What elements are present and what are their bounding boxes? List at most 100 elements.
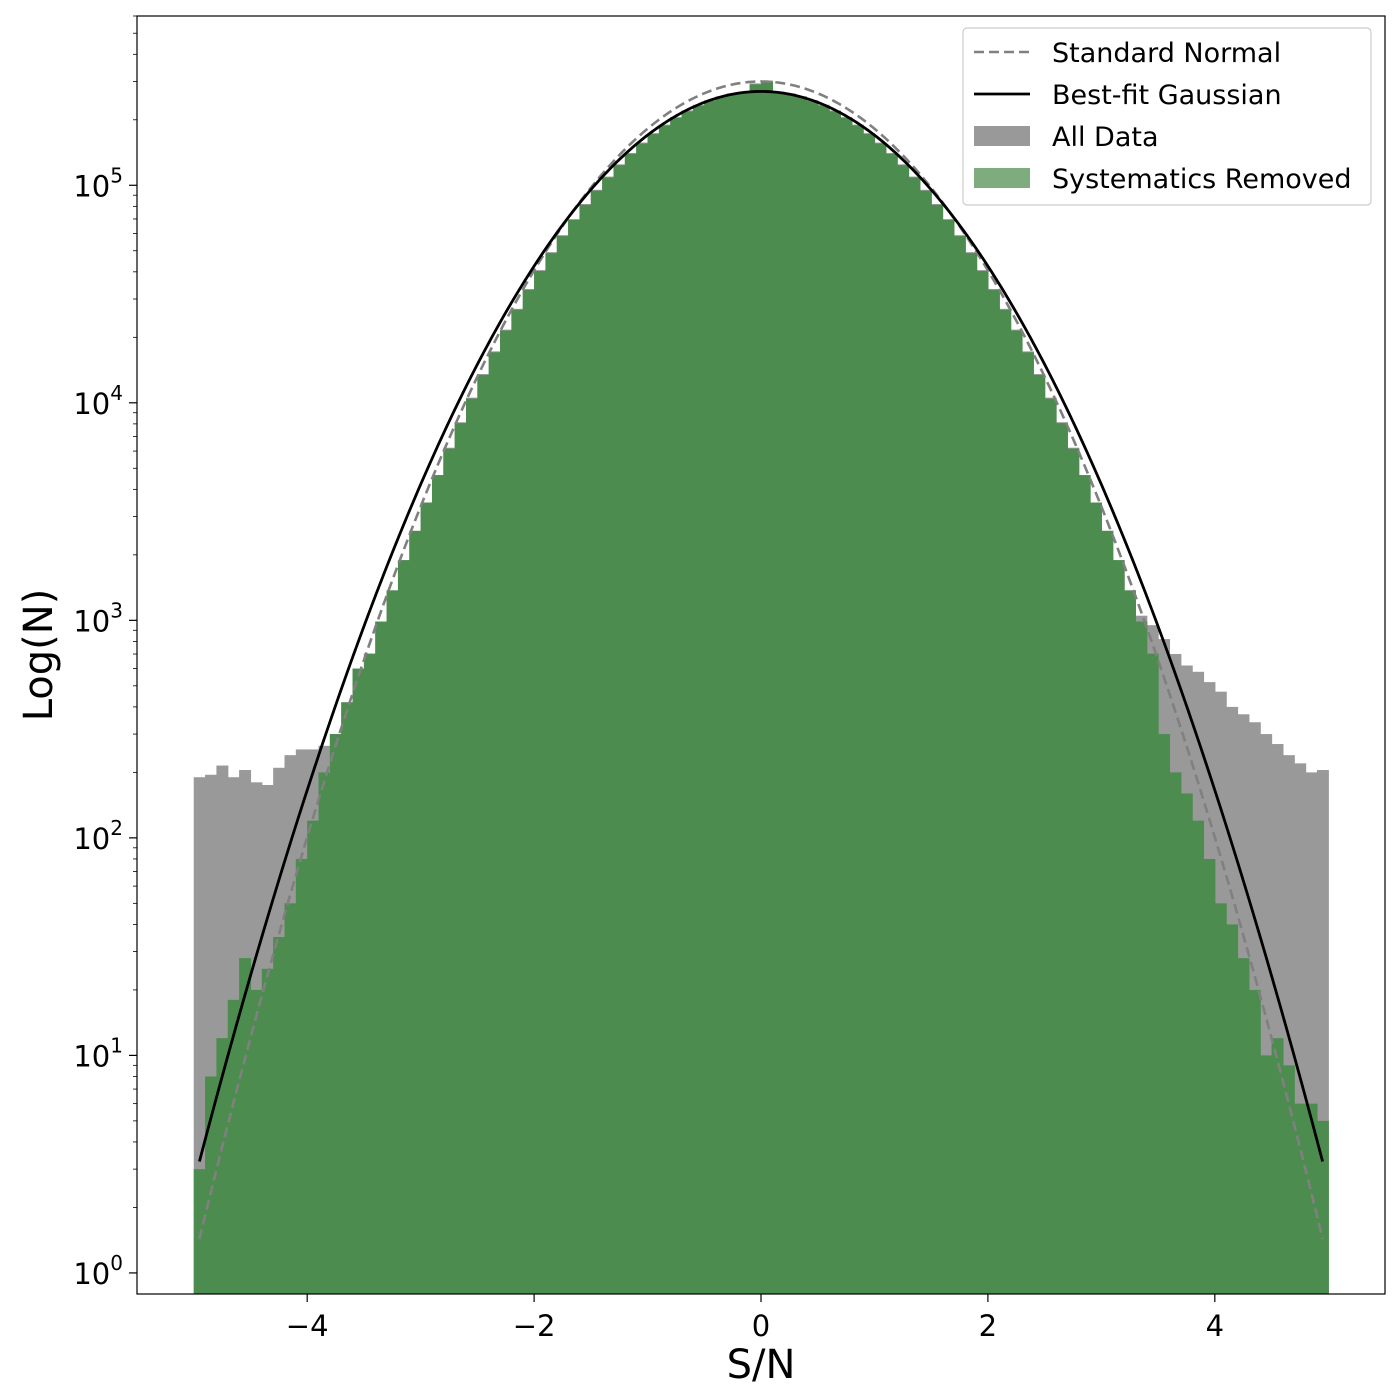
systematics-removed-bar (738, 92, 751, 1294)
y-tick-label: 101 (73, 1033, 123, 1073)
best-fit-gaussian-curve (198, 90, 1324, 1162)
systematics-removed-bar (1203, 858, 1216, 1294)
systematics-removed-bar (363, 653, 376, 1294)
systematics-removed-bar (1112, 560, 1125, 1294)
legend-frame (962, 27, 1372, 206)
legend: Standard Normal Best-fit Gaussian All Da… (962, 27, 1372, 206)
systematics-removed-bar (1158, 734, 1171, 1294)
all-data-bar (1271, 744, 1284, 1294)
systematics-removed-bar (511, 309, 524, 1294)
systematics-removed-bar (261, 968, 274, 1294)
x-axis-title: S/N (727, 1342, 796, 1388)
systematics-removed-bar (999, 309, 1012, 1294)
systematics-removed-bar (295, 858, 308, 1294)
systematics-removed-bar (726, 94, 739, 1294)
x-tick-label: −4 (286, 1309, 329, 1343)
all-data-bar (1316, 770, 1329, 1294)
systematics-removed-bar (829, 111, 842, 1294)
systematics-removed-bar (783, 94, 796, 1294)
systematics-removed-bar (1067, 448, 1080, 1294)
systematics-removed-bar (500, 330, 512, 1294)
systematics-removed-bar (840, 118, 853, 1294)
systematics-removed-bar (613, 165, 626, 1295)
systematics-removed-bar (715, 97, 728, 1295)
all-data-bar (205, 774, 218, 1294)
systematics-removed-bar (919, 190, 932, 1294)
systematics-removed-bar (885, 153, 898, 1294)
systematics-removed-bar (545, 253, 558, 1295)
systematics-removed-bar (534, 271, 547, 1294)
y-tick-label: 104 (73, 381, 123, 421)
systematics-removed-bar (454, 423, 467, 1294)
systematics-removed-bar (250, 989, 263, 1294)
x-tick-label: 2 (979, 1309, 997, 1343)
systematics-removed-bar (942, 220, 955, 1294)
systematics-removed-bar (1021, 352, 1034, 1294)
systematics-removed-bar (1146, 653, 1159, 1294)
systematics-removed-bar (1090, 502, 1102, 1294)
systematics-removed-bar (1237, 958, 1250, 1294)
systematics-removed-bar (987, 289, 1000, 1294)
all-data-bar (1305, 772, 1318, 1294)
systematics-removed-bar (1260, 1055, 1273, 1294)
systematics-removed-bar (817, 105, 830, 1295)
systematics-removed-bar (1010, 330, 1023, 1294)
systematics-removed-bar (772, 92, 785, 1294)
systematics-removed-bar (193, 1169, 206, 1294)
systematics-removed-bar (806, 101, 819, 1294)
systematics-removed-bar (670, 118, 683, 1294)
systematics-removed-bar (761, 81, 773, 1295)
systematics-removed-bar (931, 204, 944, 1294)
systematics-removed-bar (1033, 374, 1046, 1295)
legend-systematics-removed-swatch (974, 168, 1030, 188)
systematics-removed-bar (692, 105, 705, 1295)
legend-all-data-swatch (974, 126, 1030, 146)
systematics-removed-bar (704, 101, 717, 1294)
systematics-removed-bar (386, 590, 399, 1294)
all-data-bar (193, 777, 206, 1294)
systematics-removed-bar (431, 475, 444, 1294)
systematics-removed-bar (1078, 475, 1091, 1294)
systematics-removed-bar (568, 220, 581, 1294)
systematics-removed-bar (307, 820, 320, 1294)
systematics-removed-bar (341, 702, 354, 1294)
systematics-removed-bar (1248, 989, 1261, 1294)
systematics-removed-bar (976, 271, 989, 1294)
systematics-removed-bar (375, 621, 388, 1294)
legend-systematics-removed-label: Systematics Removed (1052, 164, 1352, 195)
systematics-removed-bar (352, 668, 365, 1294)
systematics-removed-bar (658, 125, 671, 1294)
systematics-removed-bar (409, 530, 422, 1294)
systematics-removed-bar (216, 1038, 229, 1294)
systematics-removed-bar (851, 125, 864, 1294)
systematics-removed-bar (397, 560, 410, 1294)
systematics-removed-bar (1169, 772, 1182, 1294)
systematics-removed-bar (602, 177, 615, 1294)
systematics-removed-bar (239, 958, 252, 1294)
systematics-removed-bar (579, 204, 592, 1294)
y-tick-label: 105 (73, 163, 123, 203)
legend-best-fit-label: Best-fit Gaussian (1052, 80, 1282, 111)
legend-all-data-label: All Data (1052, 122, 1159, 153)
systematics-removed-bar (1044, 398, 1057, 1295)
systematics-removed-bar (318, 772, 331, 1294)
systematics-removed-series (193, 81, 1329, 1295)
y-tick-label: 100 (73, 1251, 123, 1291)
systematics-removed-bar (1124, 590, 1136, 1294)
systematics-removed-bar (874, 143, 887, 1294)
systematics-removed-bar (477, 374, 490, 1295)
systematics-removed-bar (420, 502, 433, 1294)
systematics-removed-bar (1294, 1103, 1307, 1294)
systematics-removed-bar (647, 134, 660, 1294)
y-axis: 100 101 102 103 104 105 (73, 15, 137, 1291)
systematics-removed-bar (1214, 903, 1227, 1294)
systematics-removed-bar (636, 143, 649, 1294)
systematics-removed-bar (329, 734, 342, 1294)
systematics-removed-bar (953, 236, 966, 1295)
systematics-removed-bar (227, 999, 240, 1294)
systematics-removed-bar (1180, 793, 1193, 1294)
all-data-bar (1282, 755, 1295, 1294)
systematics-removed-bar (590, 190, 603, 1294)
systematics-removed-bar (1101, 530, 1114, 1294)
